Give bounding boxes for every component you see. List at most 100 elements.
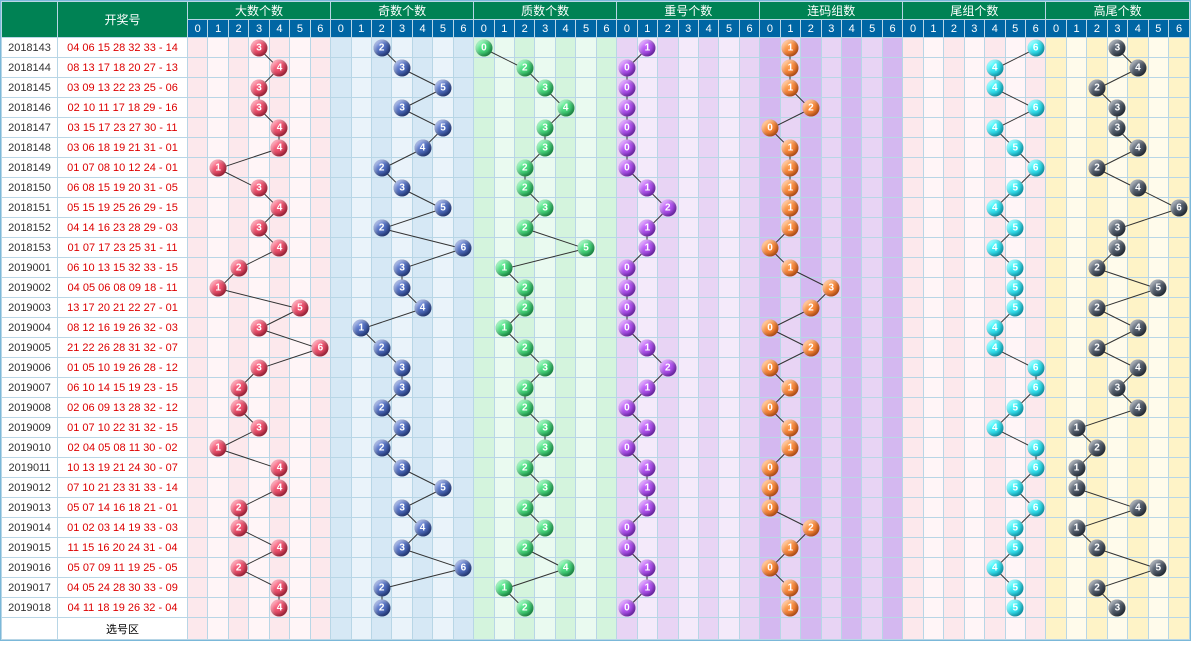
trend-cell [944, 398, 964, 418]
trend-cell [351, 238, 371, 258]
trend-cell [617, 418, 637, 438]
trend-cell [208, 458, 228, 478]
trend-cell [494, 198, 514, 218]
value-ball: 2 [230, 259, 247, 276]
trend-cell [228, 58, 248, 78]
trend-cell [433, 538, 453, 558]
trend-cell [1087, 198, 1107, 218]
trend-cell [1066, 498, 1086, 518]
trend-cell [903, 358, 923, 378]
trend-cell [453, 538, 473, 558]
trend-cell [801, 598, 821, 618]
value-ball: 2 [659, 359, 676, 376]
trend-cell [1148, 58, 1168, 78]
trend-cell [351, 478, 371, 498]
trend-cell [494, 498, 514, 518]
trend-cell [310, 578, 330, 598]
trend-cell [1046, 478, 1066, 498]
trend-cell [944, 218, 964, 238]
trend-cell [964, 158, 984, 178]
trend-cell [576, 478, 596, 498]
trend-cell [331, 318, 351, 338]
trend-cell [964, 338, 984, 358]
trend-cell [1066, 438, 1086, 458]
value-ball: 3 [394, 419, 411, 436]
trend-cell [882, 218, 902, 238]
header-group-3: 质数个数 [474, 2, 617, 20]
trend-cell [515, 238, 535, 258]
trend-cell [1005, 378, 1025, 398]
trend-cell [1046, 158, 1066, 178]
trend-cell [882, 178, 902, 198]
trend-cell [433, 218, 453, 238]
subheader-num: 3 [964, 20, 984, 38]
trend-cell [617, 338, 637, 358]
trend-cell [985, 138, 1005, 158]
trend-cell [228, 78, 248, 98]
trend-cell [310, 478, 330, 498]
value-ball: 0 [761, 479, 778, 496]
trend-cell [453, 138, 473, 158]
period-id: 2019004 [2, 318, 58, 338]
trend-cell [453, 438, 473, 458]
trend-cell [923, 598, 943, 618]
trend-cell [964, 98, 984, 118]
trend-cell [188, 58, 208, 78]
trend-cell [412, 318, 432, 338]
value-ball: 2 [516, 59, 533, 76]
trend-cell [1066, 358, 1086, 378]
trend-cell [637, 78, 657, 98]
value-ball: 2 [373, 399, 390, 416]
value-ball: 4 [1129, 319, 1146, 336]
trend-cell [494, 338, 514, 358]
trend-cell [719, 58, 739, 78]
trend-cell [576, 178, 596, 198]
trend-cell [453, 218, 473, 238]
trend-cell [351, 518, 371, 538]
header-group-2: 奇数个数 [331, 2, 474, 20]
trend-cell [412, 118, 432, 138]
trend-cell [310, 518, 330, 538]
trend-cell [1128, 378, 1148, 398]
trend-cell [985, 458, 1005, 478]
trend-cell [1128, 518, 1148, 538]
trend-cell [1046, 258, 1066, 278]
trend-cell [188, 158, 208, 178]
trend-cell [985, 378, 1005, 398]
trend-cell [1025, 398, 1045, 418]
trend-cell [944, 178, 964, 198]
trend-cell [331, 58, 351, 78]
trend-cell: 1 [637, 578, 657, 598]
subheader-num: 5 [1148, 20, 1168, 38]
trend-cell [637, 398, 657, 418]
value-ball: 4 [557, 99, 574, 116]
trend-cell [453, 98, 473, 118]
trend-cell [719, 458, 739, 478]
trend-cell [637, 158, 657, 178]
trend-cell [249, 58, 269, 78]
trend-cell [453, 478, 473, 498]
trend-cell [208, 418, 228, 438]
value-ball: 1 [639, 419, 656, 436]
subheader-num: 1 [1066, 20, 1086, 38]
header-period [2, 2, 58, 38]
trend-cell [290, 598, 310, 618]
trend-cell [290, 418, 310, 438]
trend-cell [698, 278, 718, 298]
trend-cell [208, 318, 228, 338]
value-ball: 2 [1088, 79, 1105, 96]
trend-cell [371, 518, 391, 538]
trend-cell [310, 498, 330, 518]
trend-cell [310, 418, 330, 438]
trend-cell [351, 178, 371, 198]
trend-cell [923, 298, 943, 318]
trend-cell [535, 58, 555, 78]
trend-cell [698, 178, 718, 198]
trend-cell [412, 418, 432, 438]
trend-cell [658, 418, 678, 438]
trend-cell [842, 478, 862, 498]
trend-cell [903, 538, 923, 558]
trend-cell [678, 38, 698, 58]
footer-label: 选号区 [58, 618, 188, 640]
trend-cell [801, 418, 821, 438]
